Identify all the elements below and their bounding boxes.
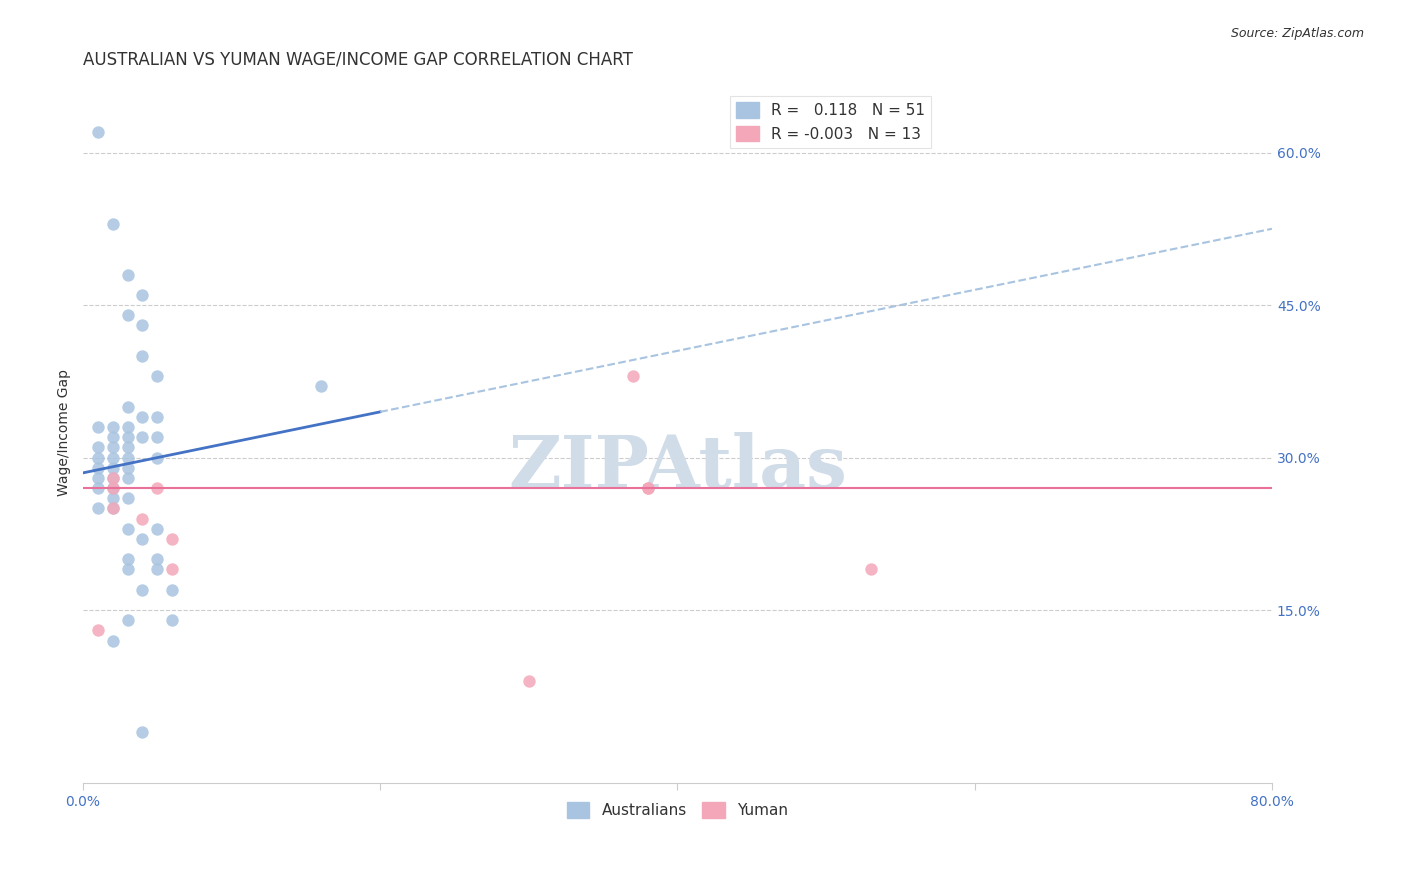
Point xyxy=(160,532,183,546)
Point xyxy=(101,481,124,495)
Point xyxy=(160,613,183,627)
Point xyxy=(117,400,139,414)
Point xyxy=(87,420,110,434)
Point xyxy=(160,582,183,597)
Point xyxy=(87,624,110,638)
Point xyxy=(101,460,124,475)
Point xyxy=(131,288,153,302)
Point xyxy=(117,430,139,444)
Point xyxy=(131,582,153,597)
Text: ZIPAtlas: ZIPAtlas xyxy=(508,432,846,503)
Point xyxy=(101,633,124,648)
Point xyxy=(101,481,124,495)
Point xyxy=(146,450,169,465)
Point xyxy=(101,450,124,465)
Point xyxy=(101,491,124,506)
Point xyxy=(131,511,153,525)
Point xyxy=(117,308,139,322)
Point xyxy=(146,409,169,424)
Point xyxy=(117,268,139,282)
Point xyxy=(117,562,139,576)
Point xyxy=(101,471,124,485)
Point xyxy=(87,481,110,495)
Point xyxy=(131,349,153,363)
Point xyxy=(146,522,169,536)
Point xyxy=(101,501,124,516)
Point xyxy=(87,125,110,139)
Point xyxy=(131,409,153,424)
Legend: Australians, Yuman: Australians, Yuman xyxy=(561,797,794,824)
Point xyxy=(146,552,169,566)
Point xyxy=(87,441,110,455)
Point xyxy=(131,725,153,739)
Point xyxy=(160,562,183,576)
Point xyxy=(101,441,124,455)
Point xyxy=(117,471,139,485)
Point xyxy=(117,613,139,627)
Point xyxy=(309,379,332,393)
Point xyxy=(117,552,139,566)
Point xyxy=(637,481,659,495)
Point xyxy=(87,460,110,475)
Point xyxy=(117,450,139,465)
Point xyxy=(146,481,169,495)
Point xyxy=(101,501,124,516)
Point xyxy=(101,471,124,485)
Point xyxy=(146,369,169,384)
Text: Source: ZipAtlas.com: Source: ZipAtlas.com xyxy=(1230,27,1364,40)
Point xyxy=(517,674,540,689)
Point xyxy=(131,318,153,333)
Point xyxy=(117,420,139,434)
Point xyxy=(117,491,139,506)
Point xyxy=(146,562,169,576)
Point xyxy=(117,441,139,455)
Point xyxy=(101,420,124,434)
Text: AUSTRALIAN VS YUMAN WAGE/INCOME GAP CORRELATION CHART: AUSTRALIAN VS YUMAN WAGE/INCOME GAP CORR… xyxy=(83,51,633,69)
Point xyxy=(621,369,644,384)
Point xyxy=(87,450,110,465)
Y-axis label: Wage/Income Gap: Wage/Income Gap xyxy=(58,368,72,496)
Point xyxy=(117,460,139,475)
Point xyxy=(146,430,169,444)
Point xyxy=(117,522,139,536)
Point xyxy=(131,430,153,444)
Point xyxy=(859,562,882,576)
Point xyxy=(101,217,124,231)
Point xyxy=(87,471,110,485)
Point xyxy=(637,481,659,495)
Point xyxy=(101,430,124,444)
Point xyxy=(131,532,153,546)
Point xyxy=(87,501,110,516)
